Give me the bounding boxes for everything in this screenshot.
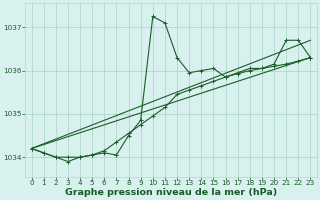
X-axis label: Graphe pression niveau de la mer (hPa): Graphe pression niveau de la mer (hPa) [65,188,277,197]
